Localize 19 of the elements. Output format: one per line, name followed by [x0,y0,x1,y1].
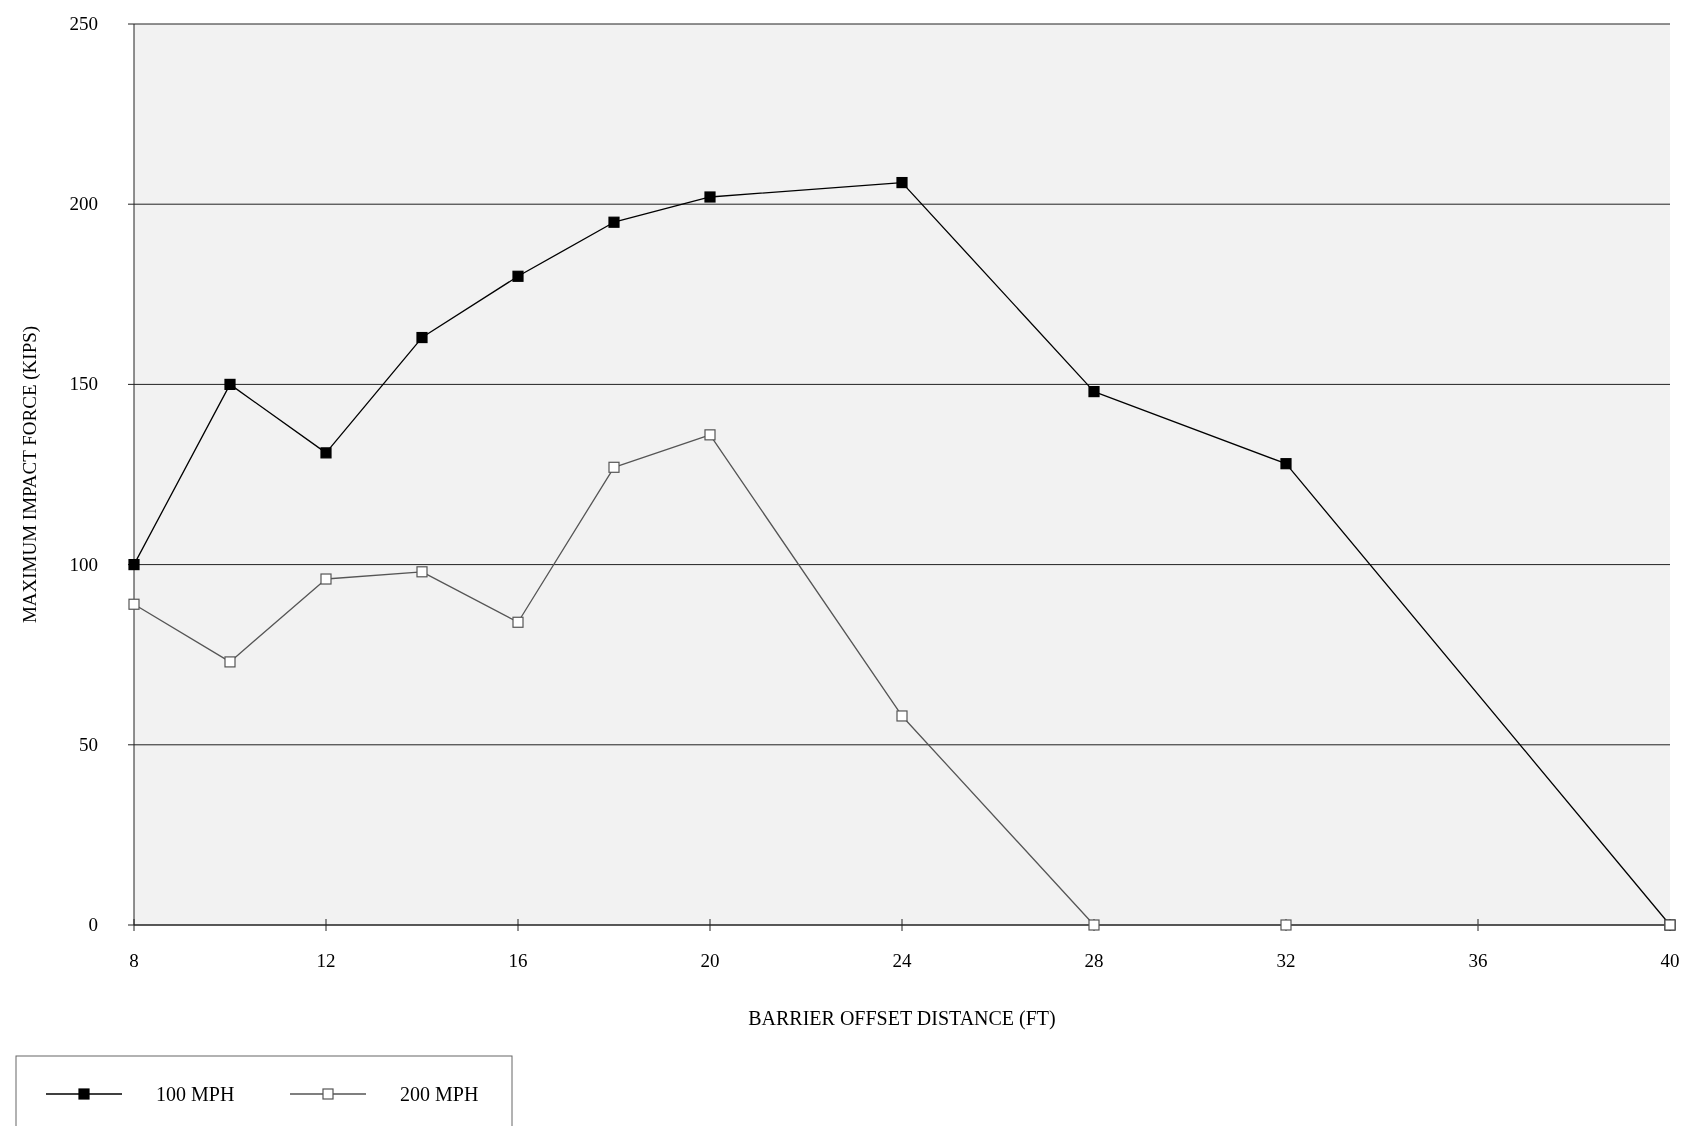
x-tick-label: 12 [316,950,336,971]
y-axis-title: MAXIMUM IMPACT FORCE (KIPS) [19,325,41,624]
y-tick-label: 150 [69,373,98,395]
y-tick-label: 0 [88,914,98,935]
y-tick-label: 50 [79,733,98,755]
x-tick-label: 16 [508,950,528,971]
x-tick-label: 8 [129,950,139,971]
x-tick-label: 40 [1660,950,1680,971]
legend-label: 200 MPH [400,1083,479,1105]
x-tick-label: 20 [700,950,720,971]
y-tick-label: 250 [69,13,98,34]
x-tick-label: 28 [1084,950,1104,971]
x-tick-label: 32 [1276,950,1296,971]
y-tick-label: 200 [69,193,98,215]
x-axis-title: BARRIER OFFSET DISTANCE (FT) [748,1007,1056,1030]
x-tick-label: 36 [1468,950,1488,971]
x-tick-label: 24 [892,950,912,971]
legend-label: 100 MPH [156,1083,235,1105]
y-tick-label: 100 [69,553,98,575]
